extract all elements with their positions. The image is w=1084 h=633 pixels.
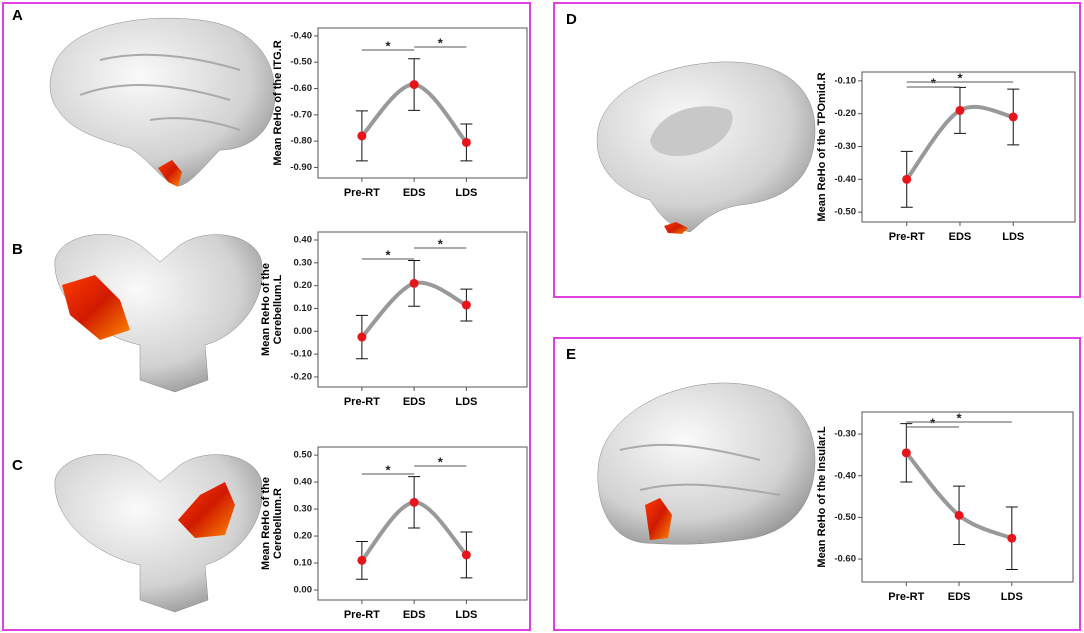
x-tick-label: LDS	[455, 396, 477, 408]
brain-image	[49, 17, 276, 187]
y-tick-label: -0.40	[834, 174, 856, 185]
plot-frame	[317, 231, 528, 388]
x-tick-label: Pre-RT	[888, 591, 924, 603]
y-tick-label: 0.40	[294, 235, 313, 246]
significance-label: *	[385, 38, 391, 53]
y-axis-label: Mean ReHo of the	[260, 263, 272, 356]
data-point	[357, 131, 367, 141]
data-point	[954, 510, 964, 520]
plot-frame	[861, 71, 1076, 223]
y-tick-label: -0.30	[834, 141, 856, 152]
significance-label: *	[931, 75, 937, 90]
plot-frame	[317, 446, 528, 601]
y-axis-label: Mean ReHo of the Insular.L	[816, 426, 828, 567]
significance-label: *	[957, 70, 963, 85]
data-point	[357, 332, 367, 342]
significance-label: *	[438, 236, 444, 251]
data-point	[901, 448, 911, 458]
data-point	[1008, 112, 1018, 122]
data-point	[409, 497, 419, 507]
significance-label: *	[438, 35, 444, 50]
data-point	[357, 555, 367, 565]
y-axis-label: Cerebellum.L	[272, 274, 284, 344]
y-tick-label: 0.50	[294, 450, 313, 461]
data-point	[461, 300, 471, 310]
y-tick-label: -0.60	[290, 83, 312, 94]
y-tick-label: 0.20	[294, 531, 313, 542]
significance-label: *	[930, 415, 936, 430]
panel-label: A	[12, 7, 23, 24]
y-tick-label: -0.50	[290, 57, 312, 68]
plot-frame	[861, 411, 1074, 583]
y-tick-label: -0.30	[834, 429, 856, 440]
x-tick-label: Pre-RT	[889, 231, 925, 243]
data-point	[1007, 533, 1017, 543]
data-point	[409, 80, 419, 90]
x-tick-label: EDS	[948, 591, 971, 603]
y-tick-label: -0.50	[834, 512, 856, 523]
panel-frame	[553, 2, 1081, 298]
y-tick-label: -0.40	[834, 470, 856, 481]
brain-image	[54, 454, 263, 613]
plot-frame	[317, 27, 528, 179]
y-axis-label: Mean ReHo of the TPOmid.R	[816, 72, 828, 221]
x-tick-label: LDS	[455, 187, 477, 199]
x-tick-label: Pre-RT	[344, 609, 380, 621]
data-point	[461, 550, 471, 560]
y-tick-label: 0.10	[294, 303, 313, 314]
y-axis-label: Cerebellum.R	[272, 488, 284, 559]
y-tick-label: 0.20	[294, 280, 313, 291]
x-tick-label: Pre-RT	[344, 396, 380, 408]
y-tick-label: 0.30	[294, 504, 313, 515]
y-tick-label: 0.40	[294, 477, 313, 488]
y-axis-label: Mean ReHo of the ITG.R	[272, 40, 284, 165]
panel-label: C	[12, 457, 23, 474]
y-tick-label: -0.50	[834, 207, 856, 218]
x-tick-label: LDS	[1002, 231, 1024, 243]
brain-image	[596, 61, 816, 234]
y-tick-label: -0.10	[834, 75, 856, 86]
significance-label: *	[385, 462, 391, 477]
data-point	[409, 278, 419, 288]
significance-label: *	[957, 410, 963, 425]
x-tick-label: EDS	[949, 231, 972, 243]
y-axis-label: Mean ReHo of the	[260, 477, 272, 570]
panel-frame	[2, 2, 531, 631]
y-tick-label: -0.70	[290, 109, 312, 120]
x-tick-label: LDS	[455, 609, 477, 621]
panel-label: D	[566, 11, 577, 28]
y-tick-label: -0.10	[290, 349, 312, 360]
x-tick-label: Pre-RT	[344, 187, 380, 199]
y-tick-label: -0.40	[290, 30, 312, 41]
y-tick-label: 0.30	[294, 257, 313, 268]
significance-label: *	[385, 247, 391, 262]
panel-frame	[553, 337, 1081, 631]
brain-image	[597, 382, 816, 545]
y-tick-label: 0.10	[294, 558, 313, 569]
brain-image	[54, 234, 263, 393]
x-tick-label: EDS	[403, 187, 426, 199]
y-tick-label: -0.20	[834, 108, 856, 119]
x-tick-label: EDS	[403, 609, 426, 621]
x-tick-label: EDS	[403, 396, 426, 408]
y-tick-label: -0.80	[290, 136, 312, 147]
y-tick-label: -0.60	[834, 554, 856, 565]
y-tick-label: 0.00	[294, 585, 313, 596]
panel-label: B	[12, 241, 23, 258]
y-tick-label: 0.00	[294, 326, 313, 337]
panel-label: E	[566, 346, 576, 363]
x-tick-label: LDS	[1001, 591, 1023, 603]
data-point	[461, 137, 471, 147]
data-point	[955, 105, 965, 115]
data-point	[902, 174, 912, 184]
y-tick-label: -0.90	[290, 162, 312, 173]
significance-label: *	[438, 454, 444, 469]
y-tick-label: -0.20	[290, 371, 312, 382]
